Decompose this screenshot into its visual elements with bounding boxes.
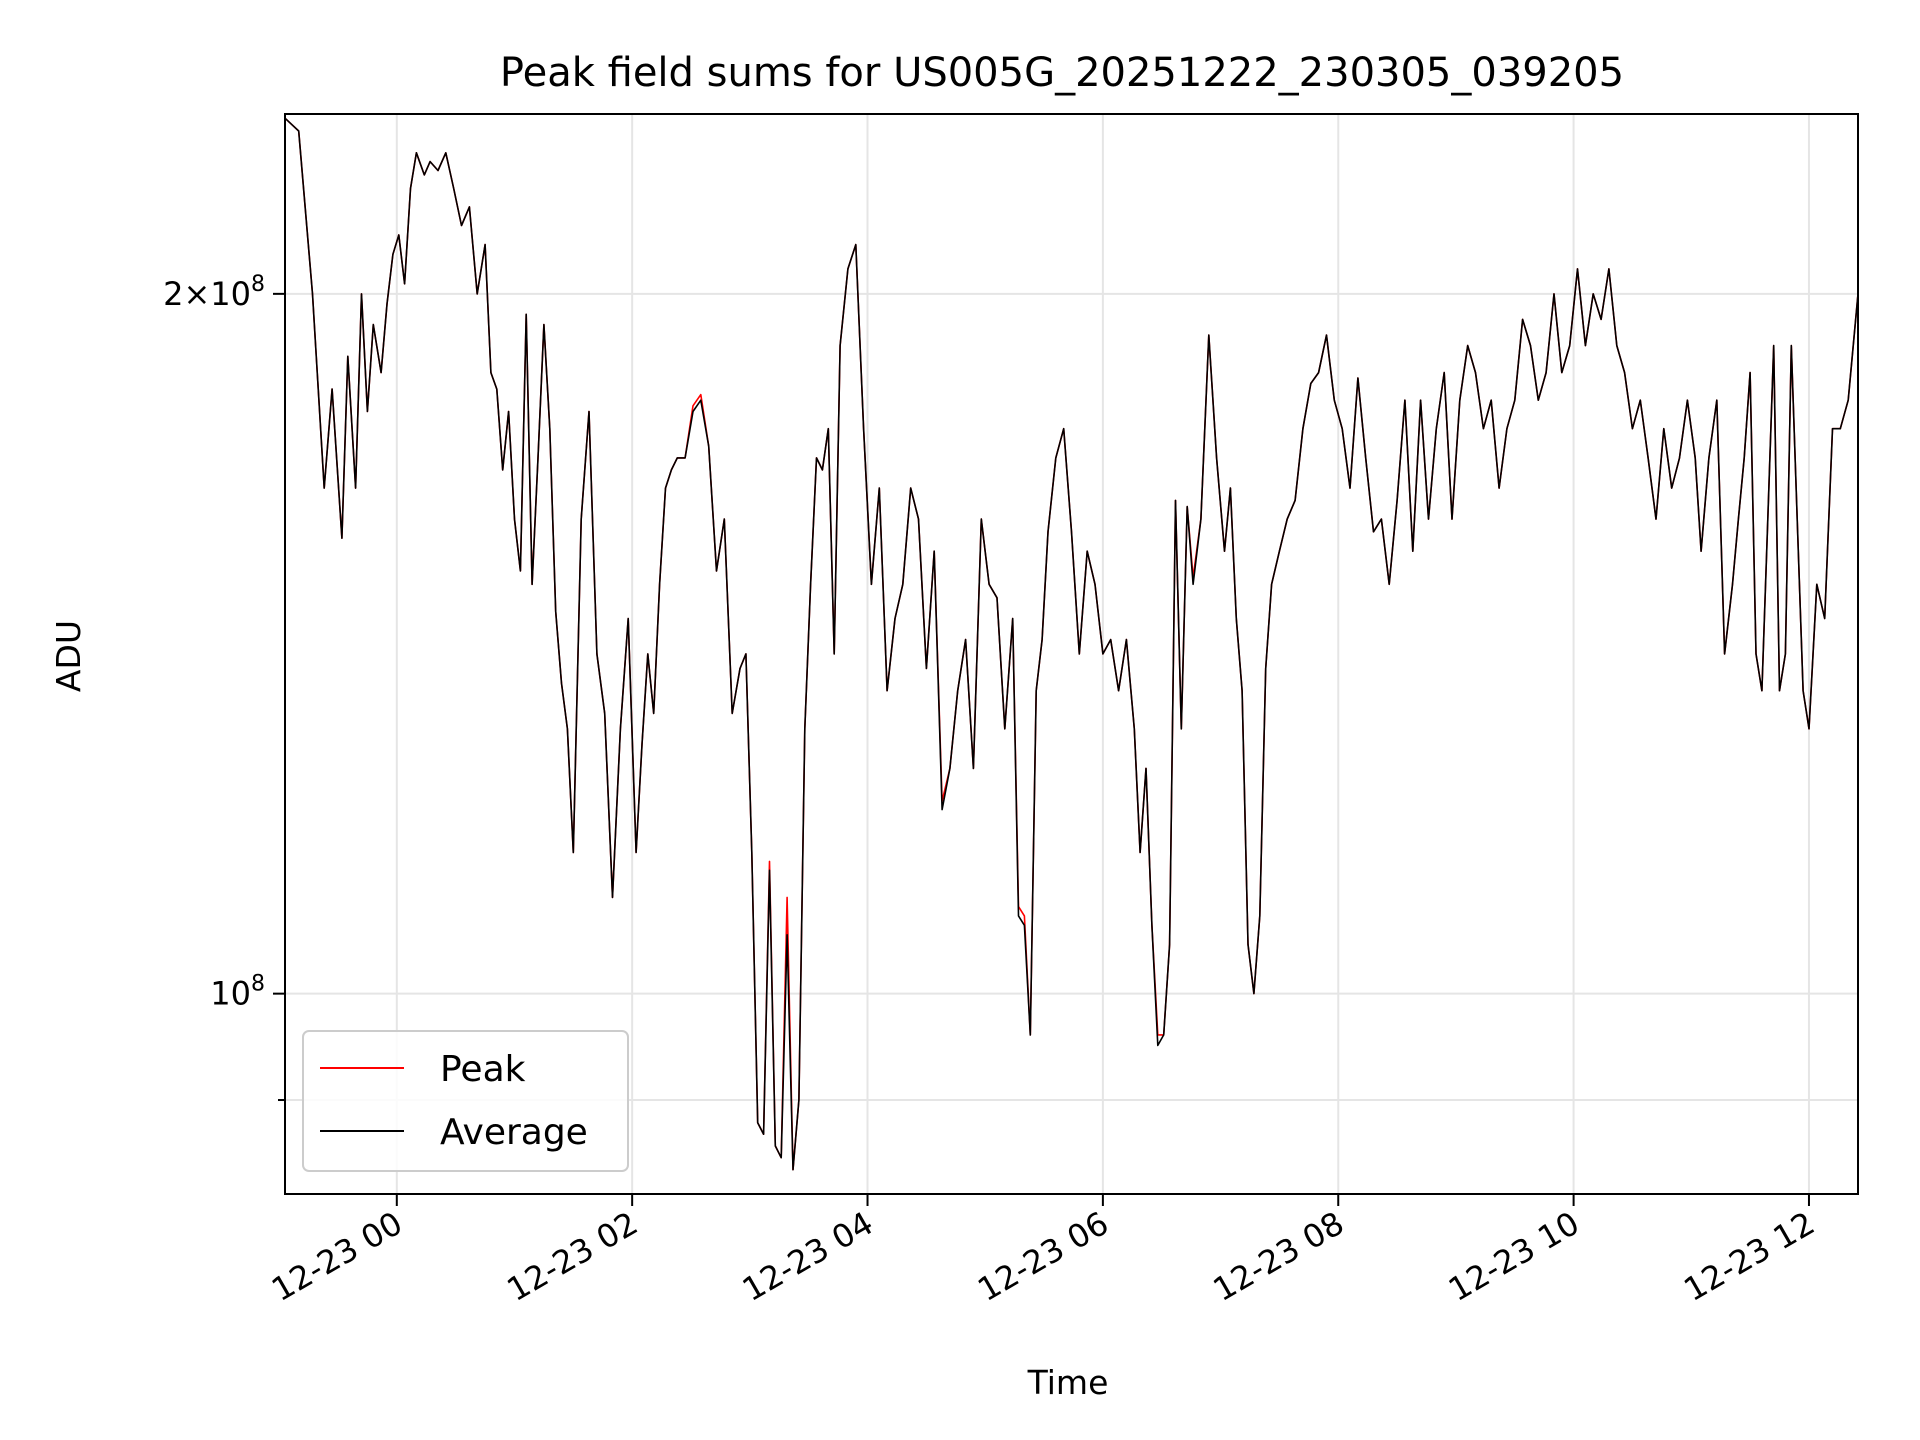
legend-box (302, 1030, 629, 1172)
series-average-line (285, 117, 1858, 1171)
x-tick-label-5: 12-23 10 (1442, 1204, 1586, 1309)
chart-title: Peak field sums for US005G_20251222_2303… (500, 50, 1624, 96)
y-tick-label-0: 108 (210, 972, 265, 1013)
x-tick-label-1: 12-23 02 (501, 1204, 645, 1309)
plot-frame (284, 113, 1859, 1195)
y-axis-label: ADU (49, 620, 88, 692)
x-tick-label-4: 12-23 08 (1207, 1204, 1351, 1309)
x-tick-label-6: 12-23 12 (1677, 1204, 1821, 1309)
legend-label-peak: Peak (440, 1049, 526, 1090)
series-peak-line (285, 117, 1858, 1171)
x-tick-label-3: 12-23 06 (971, 1204, 1115, 1309)
x-axis-label: Time (1027, 1363, 1109, 1402)
legend: Peak Average (302, 1030, 629, 1172)
legend-label-average: Average (440, 1112, 588, 1153)
x-tick-label-0: 12-23 00 (265, 1204, 409, 1309)
x-tick-label-2: 12-23 04 (736, 1204, 880, 1309)
series-layer (285, 117, 1858, 1171)
grid (285, 114, 1858, 1194)
y-tick-label-1: 2×108 (163, 272, 265, 313)
